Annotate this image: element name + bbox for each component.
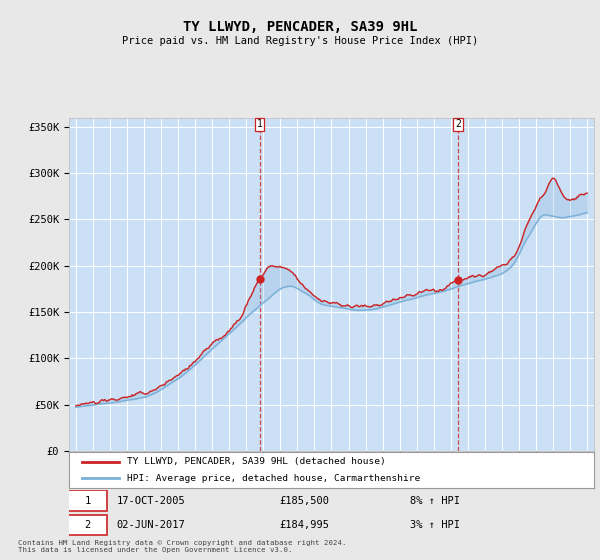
Text: TY LLWYD, PENCADER, SA39 9HL (detached house): TY LLWYD, PENCADER, SA39 9HL (detached h… [127, 458, 386, 466]
FancyBboxPatch shape [68, 515, 107, 535]
Text: £184,995: £184,995 [279, 520, 329, 530]
Text: Price paid vs. HM Land Registry's House Price Index (HPI): Price paid vs. HM Land Registry's House … [122, 36, 478, 46]
Text: 8% ↑ HPI: 8% ↑ HPI [410, 496, 460, 506]
Text: 2: 2 [85, 520, 91, 530]
Text: TY LLWYD, PENCADER, SA39 9HL: TY LLWYD, PENCADER, SA39 9HL [183, 20, 417, 34]
Text: 2: 2 [455, 119, 461, 129]
FancyBboxPatch shape [68, 491, 107, 511]
Text: Contains HM Land Registry data © Crown copyright and database right 2024.
This d: Contains HM Land Registry data © Crown c… [18, 540, 347, 553]
Text: 1: 1 [257, 119, 263, 129]
Text: HPI: Average price, detached house, Carmarthenshire: HPI: Average price, detached house, Carm… [127, 474, 420, 483]
Text: 3% ↑ HPI: 3% ↑ HPI [410, 520, 460, 530]
Text: 02-JUN-2017: 02-JUN-2017 [116, 520, 185, 530]
Text: 1: 1 [85, 496, 91, 506]
Text: £185,500: £185,500 [279, 496, 329, 506]
Text: 17-OCT-2005: 17-OCT-2005 [116, 496, 185, 506]
